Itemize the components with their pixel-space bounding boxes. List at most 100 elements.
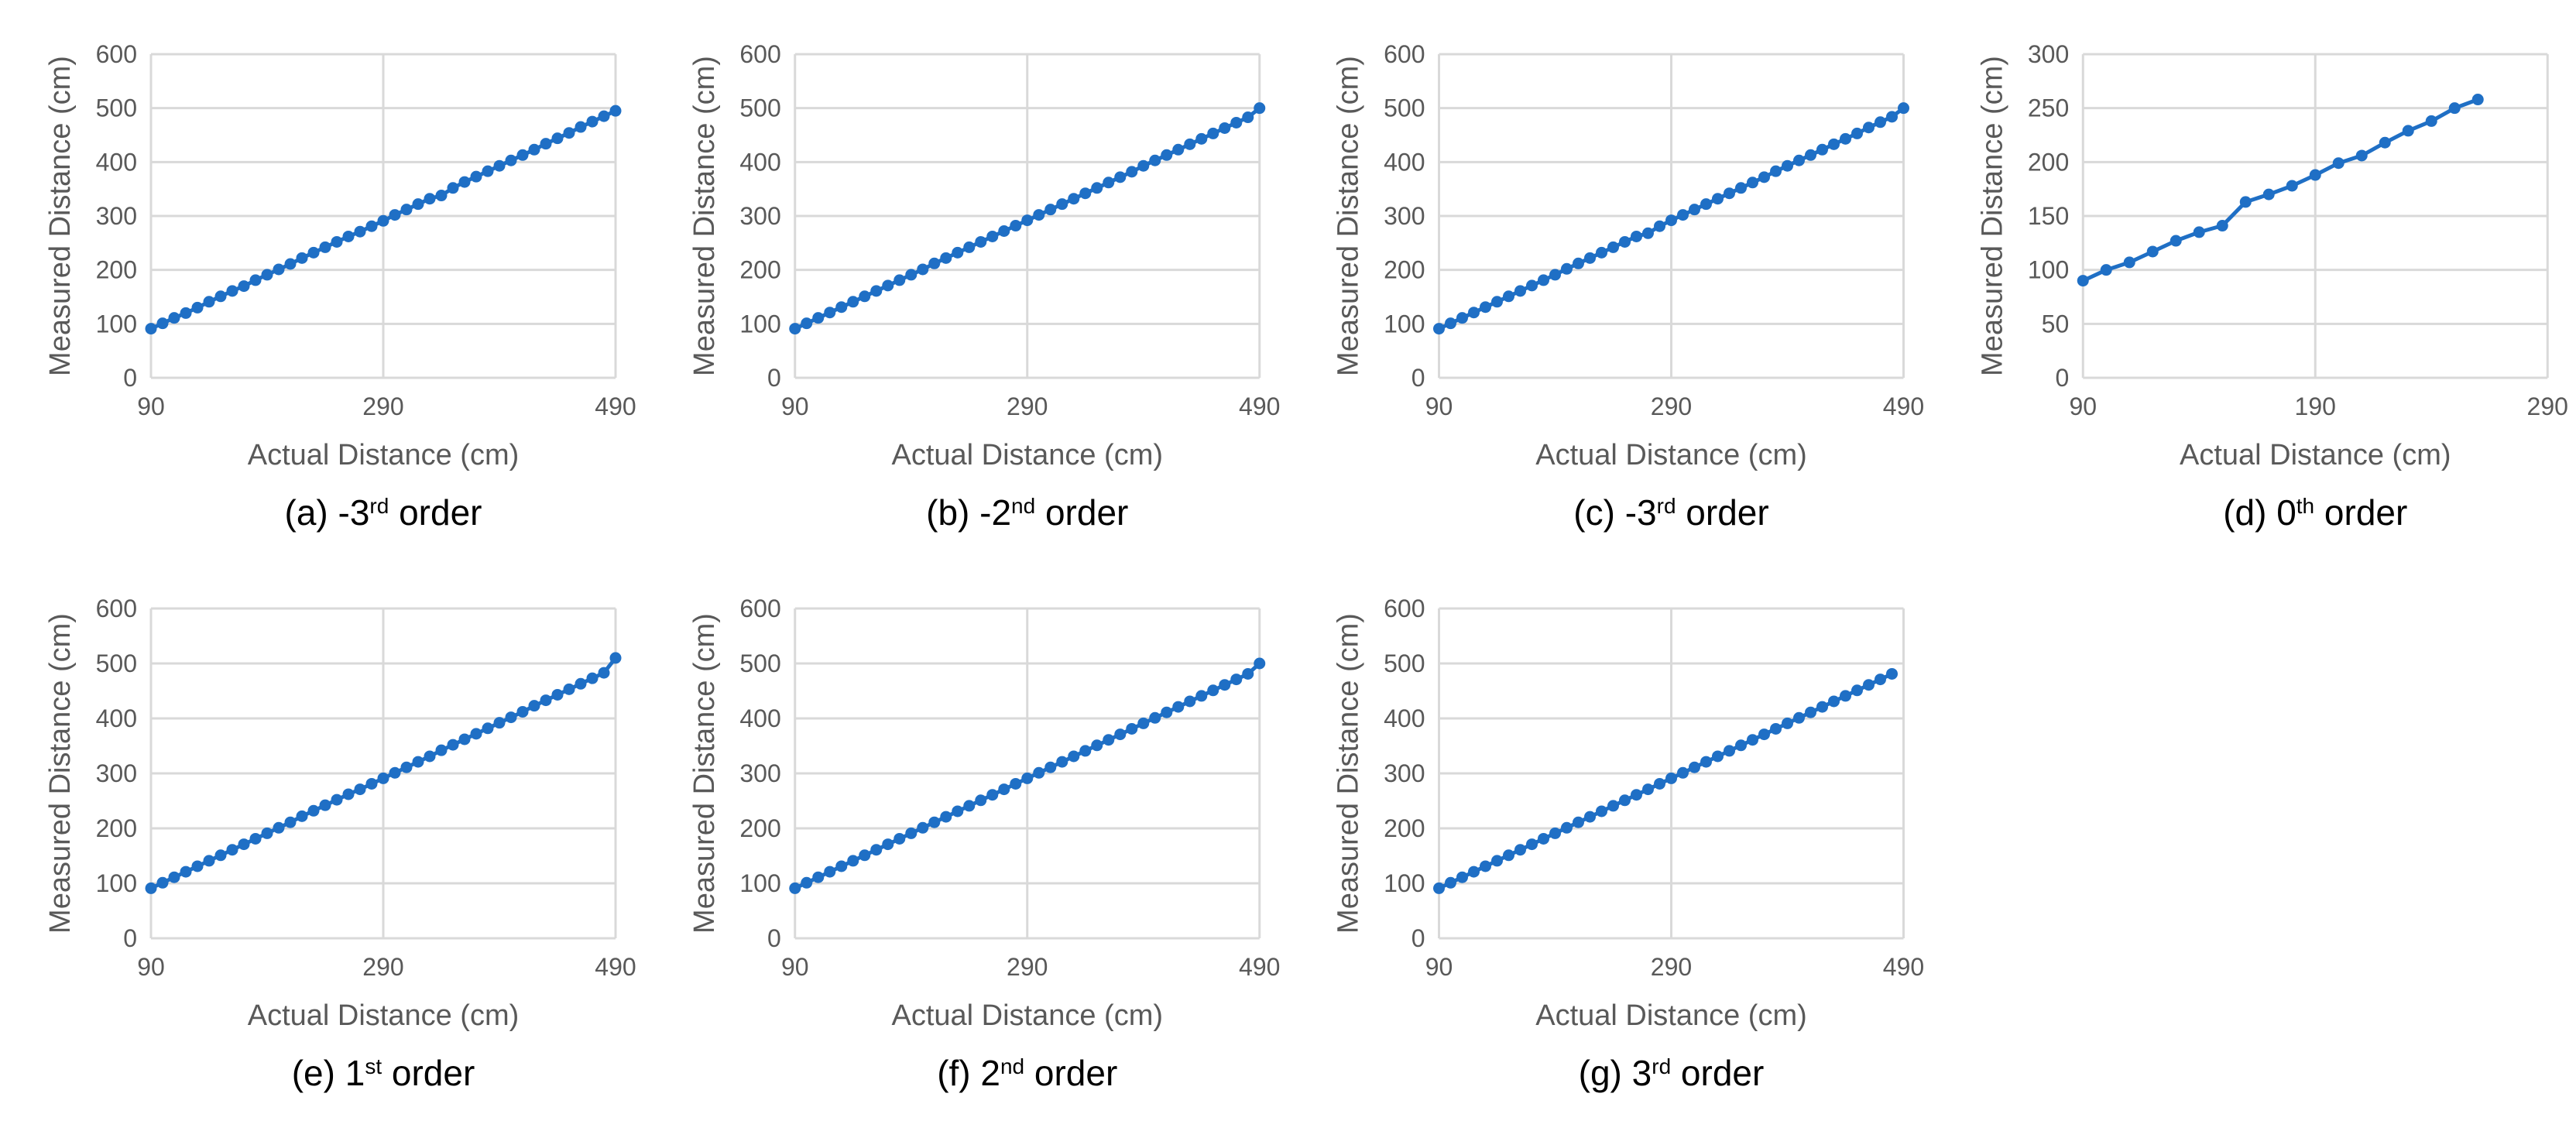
data-point bbox=[1433, 882, 1445, 894]
data-point bbox=[1584, 252, 1596, 264]
data-point bbox=[214, 290, 227, 303]
y-tick-label: 600 bbox=[739, 40, 780, 68]
data-point bbox=[342, 230, 355, 242]
data-point bbox=[1782, 159, 1793, 172]
data-point bbox=[1184, 695, 1196, 708]
data-point bbox=[482, 722, 494, 735]
caption-superscript: th bbox=[2296, 494, 2314, 518]
data-point bbox=[1863, 122, 1875, 134]
data-point bbox=[238, 838, 250, 851]
data-point bbox=[2170, 235, 2182, 247]
data-point bbox=[1456, 312, 1468, 324]
data-point bbox=[801, 876, 813, 889]
data-point bbox=[249, 274, 262, 286]
x-tick-label: 490 bbox=[1883, 392, 1924, 420]
data-point bbox=[870, 285, 883, 297]
series-line bbox=[1438, 672, 1893, 890]
data-point bbox=[2100, 264, 2112, 276]
x-tick-label: 90 bbox=[1425, 392, 1453, 420]
data-point bbox=[238, 280, 250, 293]
data-point bbox=[365, 220, 378, 232]
data-point bbox=[1596, 246, 1607, 259]
y-tick-label: 400 bbox=[96, 148, 137, 176]
data-point bbox=[470, 170, 482, 183]
y-tick-label: 500 bbox=[1384, 94, 1425, 122]
data-point bbox=[1805, 706, 1816, 718]
y-tick-label: 200 bbox=[2028, 148, 2069, 176]
data-point bbox=[986, 789, 999, 801]
data-point bbox=[1619, 235, 1631, 248]
data-point bbox=[1021, 214, 1034, 227]
data-point bbox=[1631, 789, 1642, 801]
y-tick-label: 100 bbox=[1384, 869, 1425, 897]
data-point bbox=[1514, 844, 1526, 856]
data-point bbox=[2355, 149, 2368, 162]
data-point bbox=[307, 246, 320, 259]
data-point bbox=[2262, 188, 2275, 201]
data-point bbox=[1549, 269, 1561, 281]
data-point bbox=[1851, 127, 1863, 139]
data-point bbox=[905, 269, 918, 281]
data-point bbox=[1770, 165, 1782, 177]
data-point bbox=[1654, 220, 1665, 232]
data-point bbox=[1619, 794, 1631, 807]
y-tick-label: 50 bbox=[2042, 310, 2070, 338]
data-point bbox=[412, 198, 424, 211]
data-point bbox=[1219, 679, 1231, 691]
y-tick-label: 600 bbox=[96, 595, 137, 622]
y-tick-label: 0 bbox=[1411, 924, 1425, 952]
x-tick-label: 90 bbox=[781, 392, 809, 420]
data-point bbox=[1126, 166, 1138, 178]
data-point bbox=[1747, 734, 1758, 746]
y-axis-title: Measured Distance (cm) bbox=[688, 56, 721, 376]
data-point bbox=[789, 882, 801, 894]
caption-suffix: order bbox=[382, 1053, 475, 1093]
caption-prefix: (d) 0 bbox=[2223, 492, 2296, 533]
y-tick-label: 0 bbox=[123, 364, 137, 392]
data-point bbox=[168, 312, 180, 324]
x-tick-label: 90 bbox=[137, 953, 165, 981]
x-axis-title: Actual Distance (cm) bbox=[1535, 999, 1807, 1032]
data-point bbox=[1770, 722, 1782, 735]
data-point bbox=[214, 849, 227, 862]
data-point bbox=[598, 110, 610, 122]
data-point bbox=[1044, 761, 1057, 773]
data-point bbox=[1079, 187, 1092, 200]
data-point bbox=[1503, 849, 1514, 862]
data-point bbox=[1607, 241, 1619, 253]
data-point bbox=[1184, 138, 1196, 150]
data-point bbox=[284, 816, 297, 828]
data-point bbox=[1091, 182, 1103, 194]
data-point bbox=[940, 811, 952, 823]
data-point bbox=[975, 235, 987, 248]
data-point bbox=[1654, 777, 1665, 790]
data-point bbox=[2239, 196, 2252, 208]
y-axis-title: Measured Distance (cm) bbox=[44, 613, 77, 934]
data-point bbox=[1149, 154, 1161, 166]
data-point bbox=[963, 241, 976, 253]
caption-superscript: rd bbox=[1652, 1054, 1671, 1078]
data-point bbox=[2077, 275, 2089, 287]
y-tick-label: 100 bbox=[1384, 310, 1425, 338]
data-point bbox=[505, 154, 517, 166]
data-point bbox=[1079, 745, 1092, 757]
data-point bbox=[2309, 169, 2321, 181]
data-point bbox=[1631, 230, 1642, 242]
data-point bbox=[470, 728, 482, 740]
data-point bbox=[1793, 711, 1805, 724]
data-point bbox=[1828, 695, 1840, 708]
data-point bbox=[1207, 684, 1219, 697]
data-point bbox=[482, 165, 494, 177]
data-point bbox=[1126, 722, 1138, 735]
caption-suffix: order bbox=[1024, 1053, 1117, 1093]
data-point bbox=[1863, 679, 1875, 691]
x-axis-title: Actual Distance (cm) bbox=[891, 439, 1163, 471]
data-point bbox=[1700, 198, 1712, 211]
data-point bbox=[1828, 138, 1840, 150]
panel-caption: (b) -2nd order bbox=[926, 492, 1128, 533]
data-point bbox=[847, 855, 859, 867]
y-tick-label: 300 bbox=[96, 759, 137, 787]
data-point bbox=[1689, 761, 1700, 773]
caption-suffix: order bbox=[1671, 1053, 1764, 1093]
